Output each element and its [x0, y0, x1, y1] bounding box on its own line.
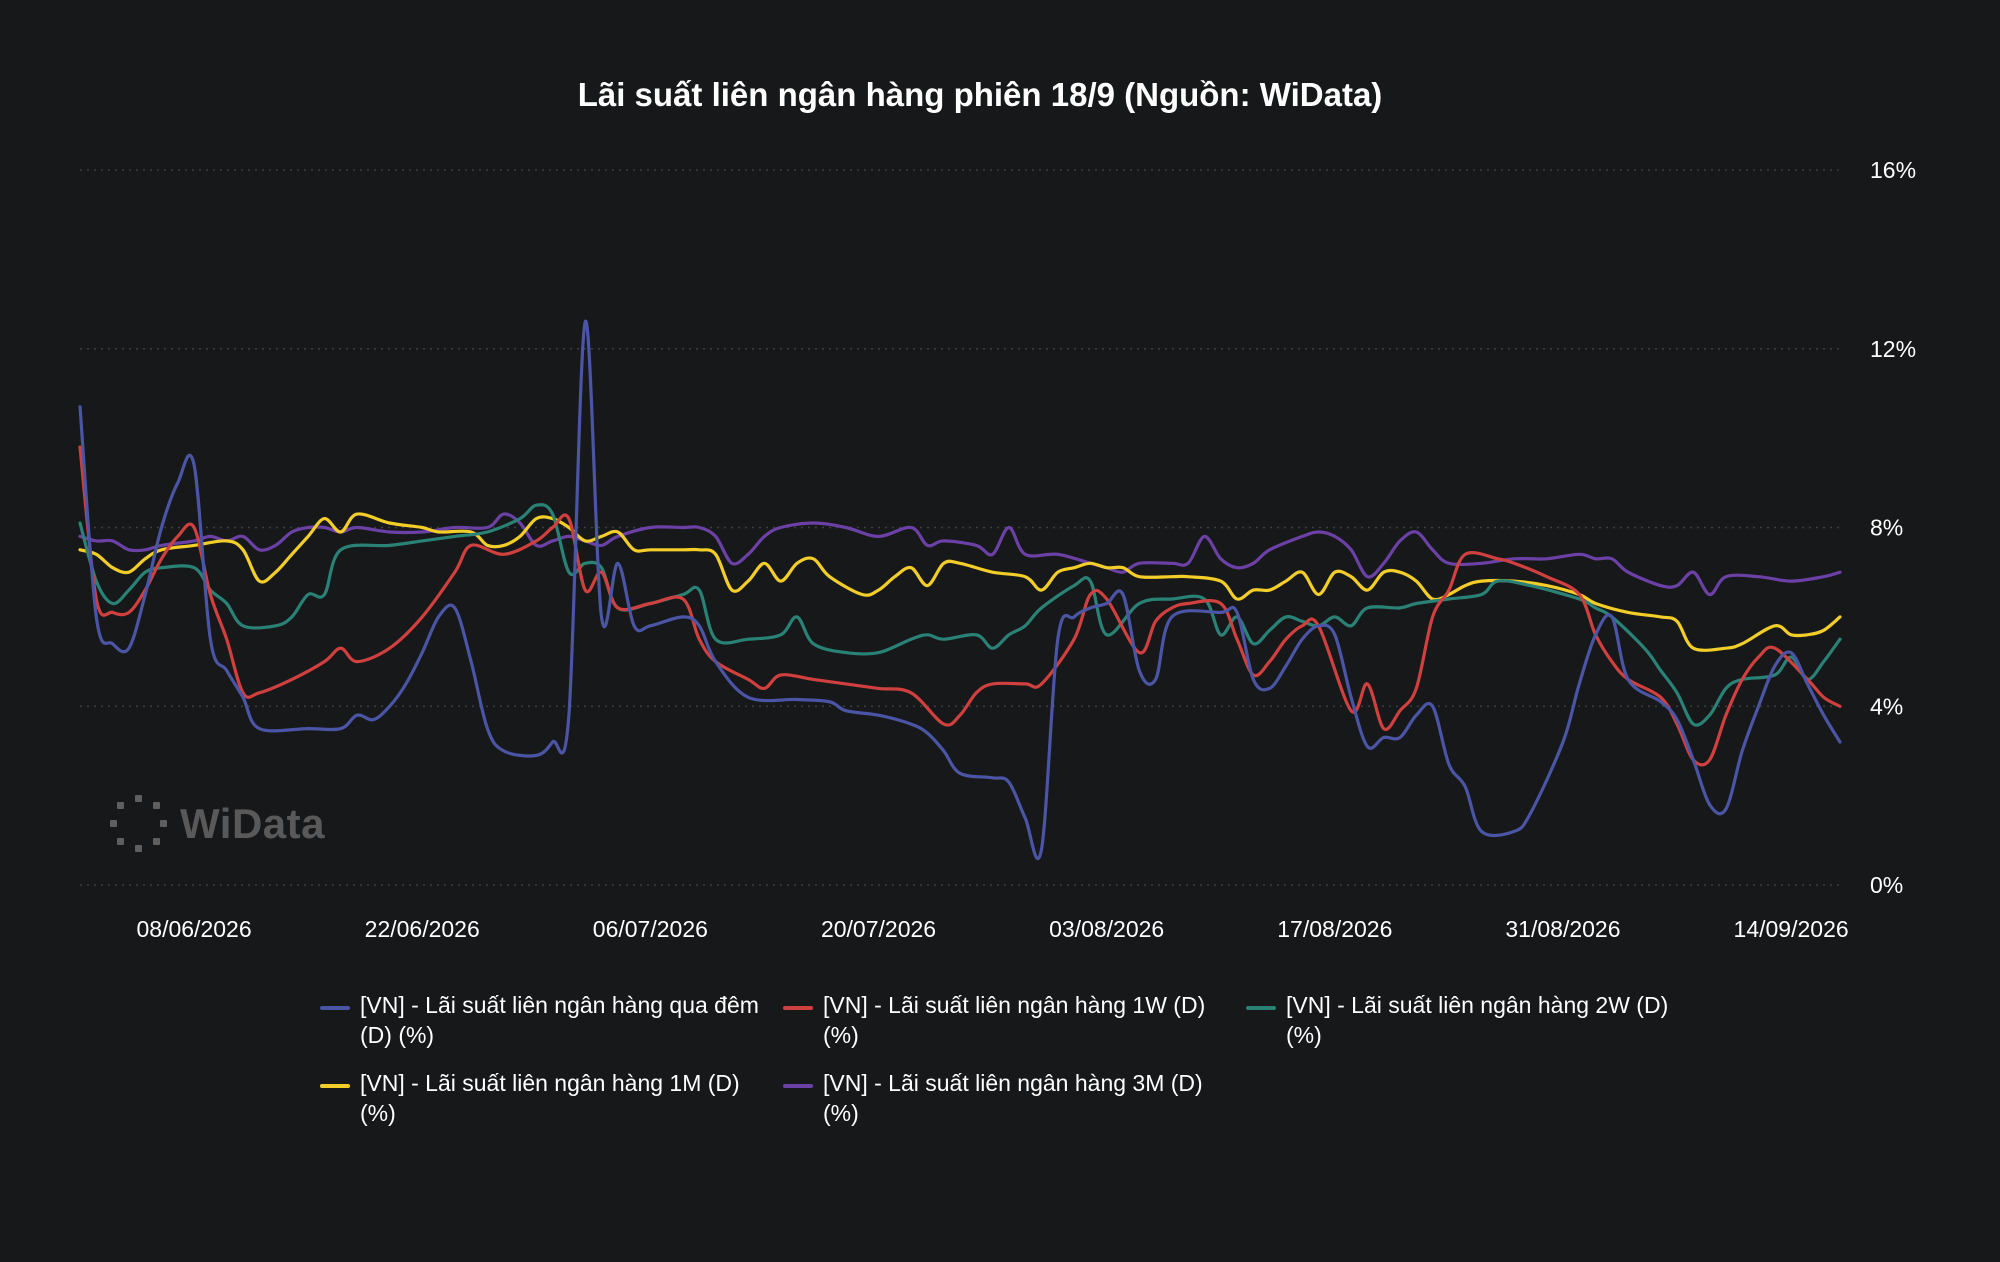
x-tick-label: 06/07/2026 — [593, 916, 708, 942]
y-tick-label: 0% — [1870, 872, 1903, 898]
y-tick-label: 4% — [1870, 693, 1903, 719]
legend-swatch — [1246, 1006, 1276, 1010]
legend-item-1w[interactable]: [VN] - Lãi suất liên ngân hàng 1W (D) (%… — [783, 990, 1246, 1050]
legend-swatch — [783, 1084, 813, 1088]
series-line-1m — [78, 512, 1842, 652]
legend-label: [VN] - Lãi suất liên ngân hàng 2W (D) (%… — [1286, 992, 1669, 1048]
legend-label: [VN] - Lãi suất liên ngân hàng 1M (D) (%… — [360, 1070, 740, 1126]
y-axis: 16% 12% 8% 4% 0% — [1870, 157, 1916, 898]
x-tick-label: 03/08/2026 — [1049, 916, 1164, 942]
watermark-text: WiData — [180, 800, 325, 847]
series-line-2w — [78, 503, 1842, 727]
y-tick-label: 12% — [1870, 336, 1916, 362]
legend-label: [VN] - Lãi suất liên ngân hàng qua đêm (… — [360, 992, 759, 1048]
legend-swatch — [320, 1084, 350, 1088]
series-lines — [78, 320, 1842, 861]
x-tick-label: 17/08/2026 — [1277, 916, 1392, 942]
chart-title: Lãi suất liên ngân hàng phiên 18/9 (Nguồ… — [578, 76, 1383, 113]
x-tick-label: 20/07/2026 — [821, 916, 936, 942]
x-tick-label: 08/06/2026 — [137, 916, 252, 942]
legend-item-3m[interactable]: [VN] - Lãi suất liên ngân hàng 3M (D) (%… — [783, 1068, 1246, 1128]
legend-item-1m[interactable]: [VN] - Lãi suất liên ngân hàng 1M (D) (%… — [320, 1068, 783, 1128]
series-line-3m — [78, 512, 1842, 597]
legend-label: [VN] - Lãi suất liên ngân hàng 3M (D) (%… — [823, 1070, 1203, 1126]
y-tick-label: 8% — [1870, 515, 1903, 541]
legend-item-2w[interactable]: [VN] - Lãi suất liên ngân hàng 2W (D) (%… — [1246, 990, 1709, 1050]
series-line-1w — [78, 445, 1842, 767]
series-line-overnight — [78, 320, 1842, 861]
x-axis: 08/06/2026 22/06/2026 06/07/2026 20/07/2026… — [137, 916, 1849, 942]
x-tick-label: 31/08/2026 — [1505, 916, 1620, 942]
chart-legend: [VN] - Lãi suất liên ngân hàng qua đêm (… — [320, 990, 1720, 1128]
legend-item-overnight[interactable]: [VN] - Lãi suất liên ngân hàng qua đêm (… — [320, 990, 783, 1050]
x-tick-label: 22/06/2026 — [365, 916, 480, 942]
watermark-logo: WiData — [110, 795, 325, 853]
legend-swatch — [320, 1006, 350, 1010]
y-tick-label: 16% — [1870, 157, 1916, 183]
legend-label: [VN] - Lãi suất liên ngân hàng 1W (D) (%… — [823, 992, 1206, 1048]
x-tick-label: 14/09/2026 — [1734, 916, 1849, 942]
legend-swatch — [783, 1006, 813, 1010]
widata-logo-icon — [110, 795, 168, 853]
